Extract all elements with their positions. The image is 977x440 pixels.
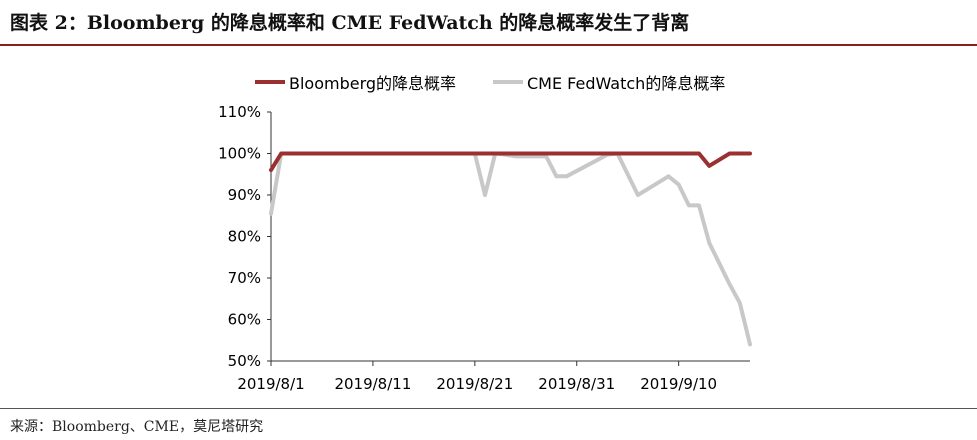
title-divider — [0, 44, 977, 46]
y-tick-label: 70% — [228, 269, 261, 287]
y-tick-label: 110% — [218, 103, 261, 121]
y-tick-label: 100% — [218, 145, 261, 163]
legend: Bloomberg的降息概率 CME FedWatch的降息概率 — [0, 70, 977, 94]
legend-swatch-bloomberg — [255, 80, 285, 84]
y-tick-label: 90% — [228, 186, 261, 204]
x-tick-labels: 2019/8/1 2019/8/11 2019/8/21 2019/8/31 2019/… — [237, 375, 717, 393]
series-line-cme — [269, 151, 752, 347]
y-tick-label: 80% — [228, 228, 261, 246]
y-tick-label: 50% — [228, 352, 261, 370]
legend-swatch-cme — [493, 80, 523, 84]
source-note: 来源：Bloomberg、CME，莫尼塔研究 — [10, 419, 264, 435]
legend-label-cme: CME FedWatch的降息概率 — [527, 74, 726, 93]
chart-axes — [267, 111, 750, 366]
legend-item-bloomberg: Bloomberg的降息概率 — [255, 70, 456, 94]
x-tick-label: 2019/9/10 — [640, 375, 717, 393]
legend-item-cme: CME FedWatch的降息概率 — [493, 70, 725, 94]
series-lines — [269, 151, 752, 347]
series-line-bloomberg — [269, 151, 752, 173]
x-tick-label: 2019/8/11 — [334, 375, 411, 393]
legend-label-bloomberg: Bloomberg的降息概率 — [289, 74, 457, 93]
chart-title: 图表 2：Bloomberg 的降息概率和 CME FedWatch 的降息概率… — [10, 12, 690, 34]
x-tick-label: 2019/8/1 — [237, 375, 304, 393]
x-tick-label: 2019/8/21 — [436, 375, 513, 393]
y-tick-label: 60% — [228, 311, 261, 329]
x-tick-label: 2019/8/31 — [538, 375, 615, 393]
footer-divider — [0, 408, 977, 409]
y-tick-labels: 50% 60% 70% 80% 90% 100% 110% — [218, 103, 261, 370]
